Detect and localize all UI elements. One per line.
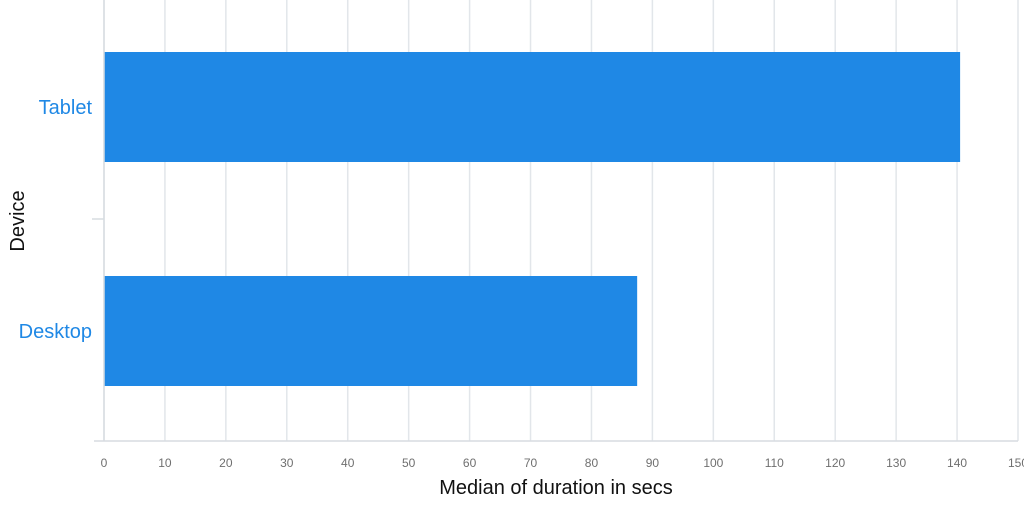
x-tick-label-10: 10 — [158, 456, 172, 470]
x-axis-title: Median of duration in secs — [439, 477, 672, 499]
x-tick-label-70: 70 — [524, 456, 538, 470]
bars-layer — [104, 52, 961, 386]
x-tick-label-100: 100 — [703, 456, 723, 470]
category-label-desktop: Desktop — [19, 321, 92, 343]
x-tick-label-50: 50 — [402, 456, 416, 470]
x-tick-label-110: 110 — [765, 456, 784, 470]
bar-tablet — [104, 52, 961, 162]
y-axis-title: Device — [7, 190, 29, 251]
x-tick-label-20: 20 — [219, 456, 233, 470]
x-tick-label-140: 140 — [947, 456, 967, 470]
x-tick-label-60: 60 — [463, 456, 477, 470]
category-label-tablet: Tablet — [39, 97, 93, 119]
x-tick-label-150: 150 — [1008, 456, 1024, 470]
x-tick-label-120: 120 — [825, 456, 845, 470]
x-tick-label-30: 30 — [280, 456, 294, 470]
x-tick-label-90: 90 — [646, 456, 660, 470]
labels-layer: 0 10 20 30 40 50 60 70 80 90 100 110 120 130 140 150 Tab… — [19, 97, 1024, 470]
x-tick-label-130: 130 — [886, 456, 906, 470]
x-tick-label-0: 0 — [101, 456, 108, 470]
x-tick-label-80: 80 — [585, 456, 599, 470]
x-tick-label-40: 40 — [341, 456, 355, 470]
bar-desktop — [104, 276, 638, 386]
axes-layer — [92, 0, 1018, 442]
